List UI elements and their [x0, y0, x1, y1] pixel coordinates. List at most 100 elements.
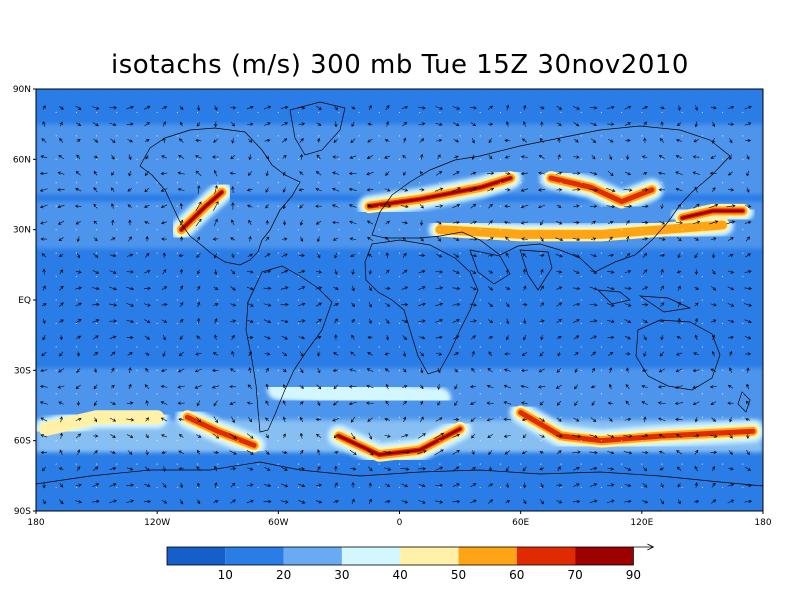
wind-arrow	[556, 368, 562, 373]
grid-dot	[378, 135, 380, 137]
wind-arrow	[556, 122, 562, 126]
wind-arrow	[452, 499, 461, 504]
grid-dot	[297, 393, 300, 395]
grid-dot	[338, 322, 340, 325]
jet-6-layer-4	[337, 427, 462, 456]
wind-arrow	[573, 319, 580, 323]
wind-arrow	[76, 236, 80, 243]
grid-dot	[499, 275, 502, 278]
wind-arrow	[128, 236, 132, 242]
grid-dot	[459, 229, 461, 231]
wind-arrow	[144, 122, 151, 127]
wind-arrow	[126, 105, 134, 110]
wind-arrow	[417, 433, 426, 439]
grid-dot	[621, 416, 623, 418]
grid-dot	[55, 346, 57, 348]
wind-arrow	[177, 171, 185, 175]
wind-arrow	[744, 336, 752, 340]
grid-dot	[358, 322, 360, 325]
grid-dot	[681, 252, 683, 254]
wind-arrow	[677, 317, 681, 324]
wind-arrow	[212, 433, 220, 439]
wind-arrow	[109, 483, 117, 487]
grid-dot	[196, 135, 199, 137]
wind-arrow	[197, 449, 201, 455]
wind-arrow	[39, 384, 48, 389]
wind-arrow	[213, 169, 218, 177]
wind-arrow	[110, 401, 116, 405]
wind-arrow	[385, 383, 389, 390]
grid-dot	[156, 229, 158, 231]
grid-dot	[580, 393, 582, 395]
wind-arrow	[402, 335, 407, 341]
grid-dot	[378, 463, 380, 465]
wind-arrow	[591, 220, 596, 225]
wind-arrow	[745, 236, 750, 242]
wind-arrow	[727, 286, 735, 291]
wind-arrow	[642, 286, 649, 290]
wind-arrow	[75, 483, 82, 487]
wind-arrow	[556, 105, 562, 110]
wind-arrow	[726, 204, 736, 208]
grid-dot	[681, 322, 683, 325]
grid-dot	[116, 111, 118, 114]
wind-arrow	[624, 499, 632, 504]
colorbar-frame	[166, 546, 634, 566]
wind-arrow	[179, 202, 184, 209]
grid-dot	[156, 393, 158, 395]
wind-arrow	[76, 368, 81, 373]
wind-arrow	[556, 417, 562, 422]
wind-arrow	[453, 253, 460, 258]
wind-arrow	[332, 155, 339, 159]
wind-arrow	[452, 171, 460, 176]
wind-arrow	[573, 204, 580, 208]
grid-dot	[621, 229, 623, 231]
wind-arrow	[711, 350, 715, 357]
grid-dot	[701, 299, 704, 301]
wind-arrow	[521, 450, 528, 455]
grid-dot	[116, 369, 118, 371]
grid-dot	[237, 205, 239, 207]
grid-dot	[176, 135, 178, 137]
grid-dot	[459, 416, 461, 418]
grid-dot	[681, 182, 683, 184]
grid-dot	[156, 111, 158, 114]
wind-arrow	[230, 286, 236, 291]
grid-dot	[358, 346, 360, 348]
grid-dot	[479, 205, 481, 207]
wind-arrow	[453, 335, 460, 340]
grid-dot	[661, 182, 663, 184]
wind-arrow	[399, 450, 411, 454]
grid-dot	[580, 416, 582, 418]
wind-arrow	[351, 481, 355, 488]
wind-arrow	[230, 303, 237, 307]
grid-dot	[520, 299, 522, 301]
wind-arrow	[727, 401, 734, 405]
grid-dot	[338, 416, 340, 418]
grid-dot	[257, 393, 259, 395]
wind-arrow	[109, 335, 117, 339]
wind-arrow	[197, 499, 201, 505]
wind-arrow	[641, 384, 648, 389]
wind-arrow	[316, 270, 322, 274]
grid-dot	[419, 111, 421, 114]
wind-arrow	[144, 466, 150, 472]
grid-dot	[520, 369, 522, 371]
wind-arrow	[179, 499, 184, 505]
wind-arrow	[385, 269, 390, 274]
wind-arrow	[57, 220, 65, 225]
grid-dot	[75, 440, 77, 442]
wind-arrow	[520, 384, 529, 389]
grid-dot	[318, 416, 320, 418]
wind-arrow	[418, 269, 426, 274]
grid-dot	[419, 416, 421, 418]
coast-arabia	[469, 249, 511, 285]
wind-arrow	[523, 499, 527, 505]
wind-arrow	[471, 154, 475, 160]
wind-arrow	[282, 220, 287, 226]
grid-dot	[338, 393, 340, 395]
wind-arrow	[503, 434, 511, 438]
grid-dot	[540, 158, 542, 160]
wind-arrow	[402, 137, 407, 144]
wind-arrow	[470, 499, 477, 504]
